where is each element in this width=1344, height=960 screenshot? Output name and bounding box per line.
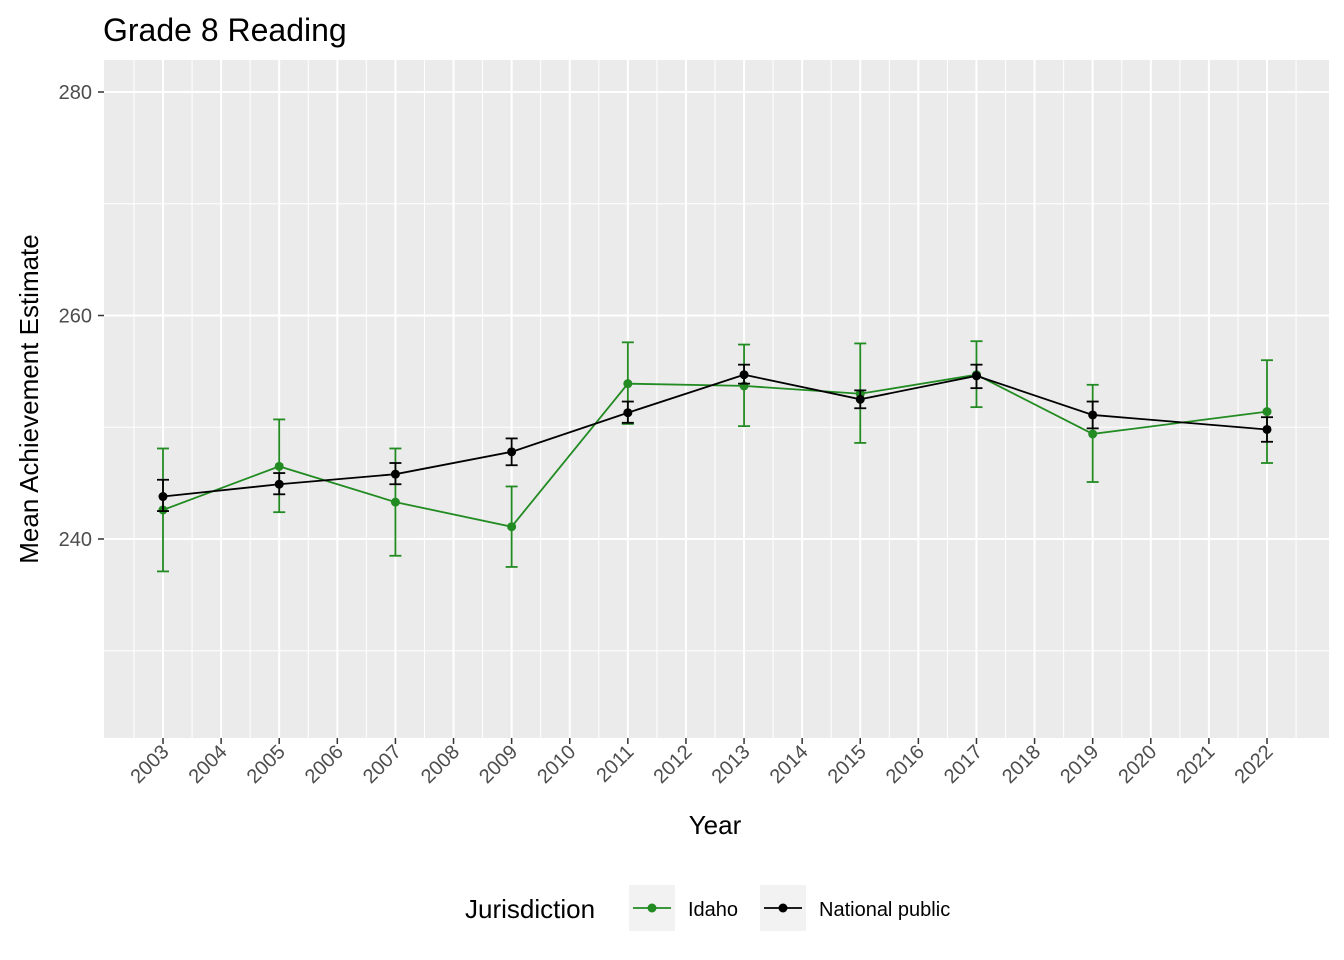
series-line (162, 373, 1268, 498)
x-tick-label: 2017 (940, 741, 987, 788)
grid-minor (104, 60, 1329, 738)
data-point (1088, 429, 1098, 439)
x-tick-label: 2011 (592, 741, 638, 787)
data-point (158, 492, 168, 502)
data-point (971, 371, 981, 381)
plot-panel (104, 60, 1329, 738)
x-tick-label: 2003 (127, 741, 174, 788)
x-tick-label: 2006 (301, 741, 348, 788)
data-point (1088, 410, 1098, 420)
series-national-public (157, 363, 1273, 512)
data-point (274, 479, 284, 489)
data-point (739, 370, 749, 380)
data-point (623, 379, 633, 389)
chart-title: Grade 8 Reading (103, 12, 347, 48)
x-tick-label: 2015 (824, 741, 871, 788)
x-tick-label: 2016 (882, 741, 929, 788)
axis-ticks (98, 91, 1268, 744)
data-point (855, 394, 865, 404)
x-tick-label: 2018 (998, 741, 1045, 788)
series-layer (157, 340, 1273, 573)
y-tick-label: 240 (59, 529, 92, 551)
x-tick-label: 2005 (243, 741, 290, 788)
y-axis-title: Mean Achievement Estimate (14, 234, 44, 564)
data-point (390, 469, 400, 479)
x-tick-label: 2013 (708, 741, 755, 788)
series-idaho (157, 340, 1273, 573)
x-tick-label: 2012 (649, 741, 696, 788)
legend-title: Jurisdiction (465, 894, 595, 924)
data-point (1262, 424, 1272, 434)
legend-label: Idaho (688, 899, 738, 921)
x-axis-title: Year (689, 810, 742, 840)
data-point (1262, 407, 1272, 417)
legend-key-point (647, 903, 657, 913)
legend-key-point (778, 903, 788, 913)
x-tick-labels: 2003 2004 2005 2006 2007 2008 2009 2010 2011 2012… (127, 741, 1278, 788)
x-tick-label: 2004 (185, 741, 232, 788)
data-point (623, 408, 633, 418)
data-point (390, 497, 400, 507)
x-tick-label: 2020 (1114, 741, 1161, 788)
legend-label: National public (819, 899, 950, 921)
legend-entry: Idaho (629, 885, 738, 931)
grid-major (104, 60, 1329, 738)
y-tick-labels: 240 260 280 (59, 82, 92, 551)
legend: Jurisdiction Idaho National public (465, 885, 950, 931)
x-tick-label: 2009 (475, 741, 522, 788)
y-tick-label: 280 (59, 82, 92, 104)
x-tick-label: 2019 (1056, 741, 1103, 788)
x-tick-label: 2010 (533, 741, 580, 788)
x-tick-label: 2008 (417, 741, 464, 788)
x-tick-label: 2022 (1231, 741, 1278, 788)
x-tick-label: 2021 (1172, 741, 1219, 788)
data-point (507, 447, 517, 457)
x-tick-label: 2007 (359, 741, 406, 788)
series-line (162, 373, 1268, 528)
data-point (507, 522, 517, 532)
x-tick-label: 2014 (766, 741, 813, 788)
legend-entries: Idaho National public (629, 885, 950, 931)
legend-entry: National public (760, 885, 950, 931)
y-tick-label: 260 (59, 306, 92, 328)
data-point (274, 461, 284, 471)
